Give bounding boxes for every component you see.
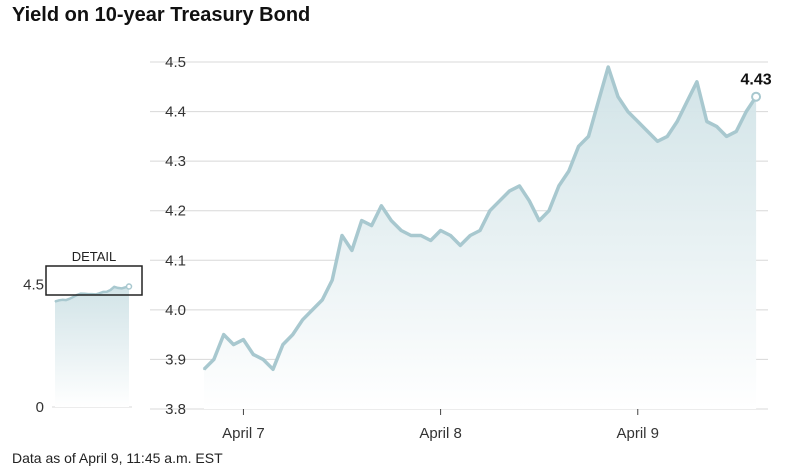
data-point — [567, 170, 570, 172]
y-tick-label: 4.4 — [165, 104, 186, 121]
data-point — [272, 368, 274, 371]
data-point — [587, 135, 590, 138]
data-point — [252, 353, 255, 356]
data-point — [400, 229, 402, 232]
mini-area — [55, 286, 129, 407]
data-point — [351, 249, 353, 252]
data-point — [311, 309, 314, 311]
end-marker — [751, 91, 762, 102]
data-point — [420, 234, 422, 237]
data-point — [735, 130, 738, 133]
mini-data-point — [98, 292, 100, 294]
y-tick-label: 4.3 — [165, 153, 186, 170]
mini-data-point — [84, 293, 86, 295]
data-point — [321, 299, 324, 301]
main-area-group — [202, 65, 762, 409]
mini-data-point — [61, 299, 63, 301]
mini-y-tick-label: 0 — [36, 399, 44, 416]
data-point — [410, 234, 412, 237]
data-point — [508, 190, 511, 192]
data-point — [341, 234, 343, 237]
data-point — [380, 204, 383, 207]
data-point — [469, 234, 471, 237]
data-point — [213, 358, 215, 361]
data-point — [548, 209, 550, 212]
data-point — [696, 81, 698, 83]
detail-label: DETAIL — [72, 249, 117, 264]
series-area — [204, 67, 757, 409]
data-point — [331, 279, 333, 281]
data-point — [498, 200, 501, 202]
mini-chart: 0 4.5 DETAIL — [23, 249, 143, 416]
y-tick-label: 3.9 — [165, 351, 186, 368]
data-point — [262, 358, 264, 361]
y-tick-label: 4.0 — [165, 302, 186, 319]
y-tick-label: 3.8 — [165, 401, 186, 418]
mini-data-point — [58, 299, 60, 301]
data-point — [370, 224, 373, 227]
data-point — [439, 229, 442, 232]
data-point — [538, 219, 540, 222]
data-point — [242, 338, 245, 341]
chart-title: Yield on 10-year Treasury Bond — [12, 4, 311, 26]
x-tick-label: April 9 — [616, 425, 659, 442]
data-point — [577, 145, 580, 148]
data-point — [666, 135, 669, 138]
y-tick-label: 4.2 — [165, 203, 186, 220]
data-point — [282, 343, 284, 346]
mini-data-point — [102, 291, 104, 293]
data-point — [429, 239, 432, 242]
data-point — [636, 120, 639, 123]
data-point — [617, 95, 619, 98]
data-point — [627, 110, 629, 113]
data-point — [597, 100, 600, 103]
mini-data-point — [117, 287, 119, 289]
data-point — [360, 219, 363, 222]
data-point — [676, 120, 678, 123]
y-tick-label: 4.1 — [165, 252, 186, 269]
end-value-label: 4.43 — [740, 72, 771, 89]
main-x-axis: April 7 April 8 April 9 — [222, 409, 659, 442]
data-point — [528, 200, 531, 202]
main-labels: 4.43 — [740, 72, 771, 89]
mini-data-point — [65, 299, 67, 301]
x-tick-label: April 7 — [222, 425, 265, 442]
x-tick-label: April 8 — [419, 425, 462, 442]
mini-data-point — [106, 291, 108, 293]
y-tick-label: 4.5 — [165, 54, 186, 71]
data-point — [222, 333, 225, 336]
data-point — [479, 229, 481, 232]
footnote: Data as of April 9, 11:45 a.m. EST — [12, 450, 223, 466]
mini-end-marker — [125, 283, 133, 290]
data-point — [203, 368, 205, 371]
data-point — [489, 209, 491, 212]
data-point — [459, 244, 462, 247]
detail-box — [45, 265, 143, 296]
data-point — [745, 110, 747, 113]
mini-data-point — [110, 289, 111, 291]
data-point — [518, 185, 521, 187]
data-point — [705, 120, 708, 123]
data-point — [686, 100, 688, 103]
data-point — [390, 219, 393, 222]
mini-data-point — [124, 286, 126, 288]
mini-data-point — [121, 287, 123, 289]
data-point — [232, 343, 235, 346]
data-point — [291, 333, 294, 336]
data-point — [607, 66, 609, 68]
data-point — [646, 130, 649, 133]
data-point — [301, 318, 304, 321]
mini-data-point — [113, 286, 115, 288]
mini-data-point — [54, 300, 56, 302]
mini-y-tick-label: 4.5 — [23, 277, 44, 294]
data-point — [656, 140, 659, 143]
mini-data-point — [69, 298, 71, 300]
data-point — [715, 125, 718, 128]
mini-data-point — [73, 296, 74, 298]
data-point — [449, 234, 452, 237]
data-point — [725, 135, 728, 138]
data-point — [558, 185, 560, 187]
mini-data-point — [80, 293, 82, 295]
